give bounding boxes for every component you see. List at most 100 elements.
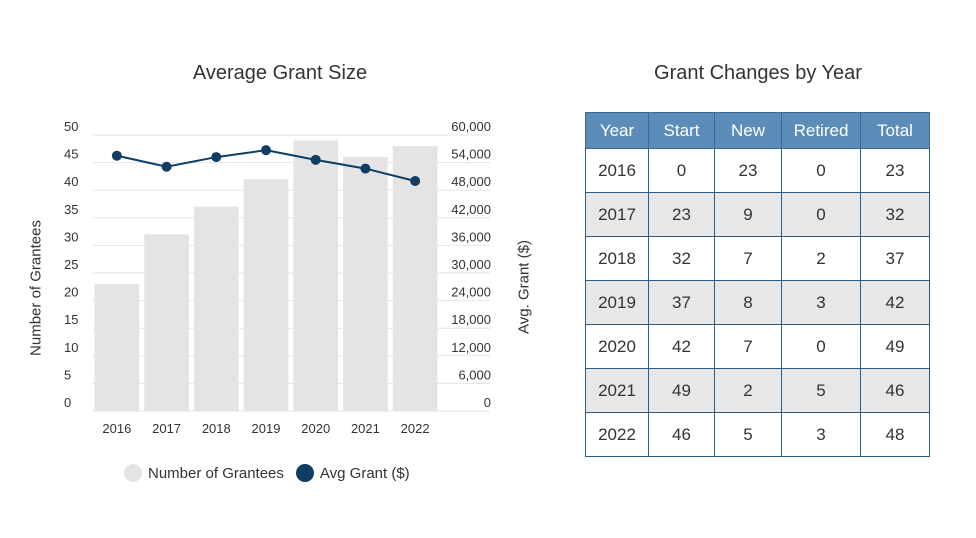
cell-new: 7 (714, 236, 782, 281)
cell-start: 49 (648, 368, 715, 413)
legend-swatch-avg-grant (295, 464, 314, 482)
y2-tick-label: 30,000 (451, 257, 491, 272)
cell-start: 0 (648, 148, 715, 193)
table-row: 2019 37 8 3 42 (585, 280, 930, 325)
header-new: New (714, 112, 782, 149)
cell-retired: 0 (781, 148, 861, 193)
cell-start: 42 (648, 324, 715, 369)
cell-start: 46 (648, 412, 715, 457)
y2-tick-label: 24,000 (451, 285, 491, 300)
bar-grantees (392, 146, 438, 412)
table-row: 2018 32 7 2 37 (585, 236, 930, 281)
table-header-row: Year Start New Retired Total (585, 112, 930, 149)
cell-total: 46 (860, 368, 930, 413)
avg-grant-point (261, 145, 271, 156)
y-tick-label: 35 (64, 202, 78, 217)
bar-grantees (243, 179, 289, 411)
cell-total: 23 (860, 148, 930, 193)
x-tick-label: 2021 (351, 421, 380, 436)
x-tick-label: 2020 (301, 421, 330, 436)
cell-total: 37 (860, 236, 930, 281)
cell-total: 49 (860, 324, 930, 369)
y-tick-label: 15 (64, 312, 78, 327)
y2-tick-label: 36,000 (451, 229, 491, 244)
avg-grant-point (211, 152, 222, 163)
cell-new: 23 (714, 148, 782, 193)
bar-grantees (94, 284, 140, 411)
y2-tick-label: 42,000 (451, 202, 491, 217)
cell-year: 2017 (585, 192, 649, 237)
y2-tick-label: 12,000 (451, 340, 491, 355)
header-total: Total (860, 112, 930, 149)
cell-retired: 0 (781, 324, 861, 369)
y2-tick-label: 54,000 (451, 147, 491, 162)
table-row: 2016 0 23 0 23 (585, 148, 930, 193)
cell-retired: 0 (781, 192, 861, 237)
x-tick-label: 2019 (252, 421, 281, 436)
cell-retired: 5 (781, 368, 861, 413)
header-retired: Retired (781, 112, 861, 149)
bar-grantees (193, 206, 239, 411)
x-tick-label: 2017 (152, 421, 181, 436)
y-tick-label: 40 (64, 174, 78, 189)
legend-label-avg-grant: Avg Grant ($) (319, 464, 410, 482)
cell-year: 2019 (585, 280, 649, 325)
cell-total: 48 (860, 412, 930, 457)
legend-swatch-grantees (124, 464, 142, 482)
chart-title: Average Grant Size (192, 62, 368, 84)
y-tick-label: 25 (64, 257, 78, 272)
avg-grant-point (310, 154, 321, 165)
header-start: Start (648, 112, 715, 149)
avg-grant-point (360, 163, 371, 174)
y2-tick-label: 48,000 (451, 174, 491, 189)
cell-start: 32 (648, 236, 715, 281)
y-tick-label: 20 (64, 285, 78, 300)
y-tick-label: 0 (64, 395, 71, 410)
cell-total: 32 (860, 192, 930, 237)
average-grant-size-chart: 0 0 5 6,000 10 12,000 15 18,000 20 24,000 25 30,000… (64, 119, 491, 436)
table-row: 2021 49 2 5 46 (585, 368, 930, 413)
y2-tick-label: 6,000 (458, 367, 491, 382)
table-row: 2017 23 9 0 32 (585, 192, 930, 237)
cell-year: 2020 (585, 324, 649, 369)
table-row: 2020 42 7 0 49 (585, 324, 930, 369)
cell-new: 5 (714, 412, 782, 457)
bar-grantees (343, 157, 388, 411)
legend-label-grantees: Number of Grantees (148, 464, 284, 482)
y2-tick-label: 18,000 (451, 312, 491, 327)
x-tick-label: 2022 (401, 421, 430, 436)
cell-retired: 3 (781, 412, 861, 457)
table-row: 2022 46 5 3 48 (585, 412, 930, 457)
cell-year: 2018 (585, 236, 649, 281)
legend-item-avg-grant: Avg Grant ($) (295, 464, 410, 482)
avg-grant-point (410, 176, 421, 186)
cell-retired: 3 (781, 280, 861, 325)
table-title: Grant Changes by Year (654, 62, 862, 84)
cell-new: 7 (714, 324, 782, 369)
avg-grant-point (161, 161, 172, 172)
bar-grantees (144, 234, 189, 411)
y-tick-label: 45 (64, 147, 78, 162)
y2-tick-label: 60,000 (451, 119, 491, 134)
avg-grant-point (111, 150, 122, 161)
bar-grantees (293, 140, 339, 411)
y-tick-label: 5 (64, 367, 71, 382)
cell-start: 37 (648, 280, 715, 325)
cell-year: 2022 (585, 412, 649, 457)
y-tick-label: 50 (64, 119, 78, 134)
cell-start: 23 (648, 192, 715, 237)
cell-year: 2016 (585, 148, 649, 193)
grant-changes-table: Year Start New Retired Total 2016 0 23 0… (585, 112, 930, 457)
y-tick-label: 30 (64, 229, 78, 244)
y2-tick-label: 0 (484, 395, 491, 410)
cell-total: 42 (860, 280, 930, 325)
cell-new: 8 (714, 280, 782, 325)
cell-new: 9 (714, 192, 782, 237)
y-tick-label: 10 (64, 340, 78, 355)
legend-item-grantees: Number of Grantees (124, 464, 284, 482)
x-tick-label: 2018 (202, 421, 231, 436)
header-year: Year (585, 112, 649, 149)
cell-retired: 2 (781, 236, 861, 281)
cell-new: 2 (714, 368, 782, 413)
x-tick-label: 2016 (102, 421, 131, 436)
